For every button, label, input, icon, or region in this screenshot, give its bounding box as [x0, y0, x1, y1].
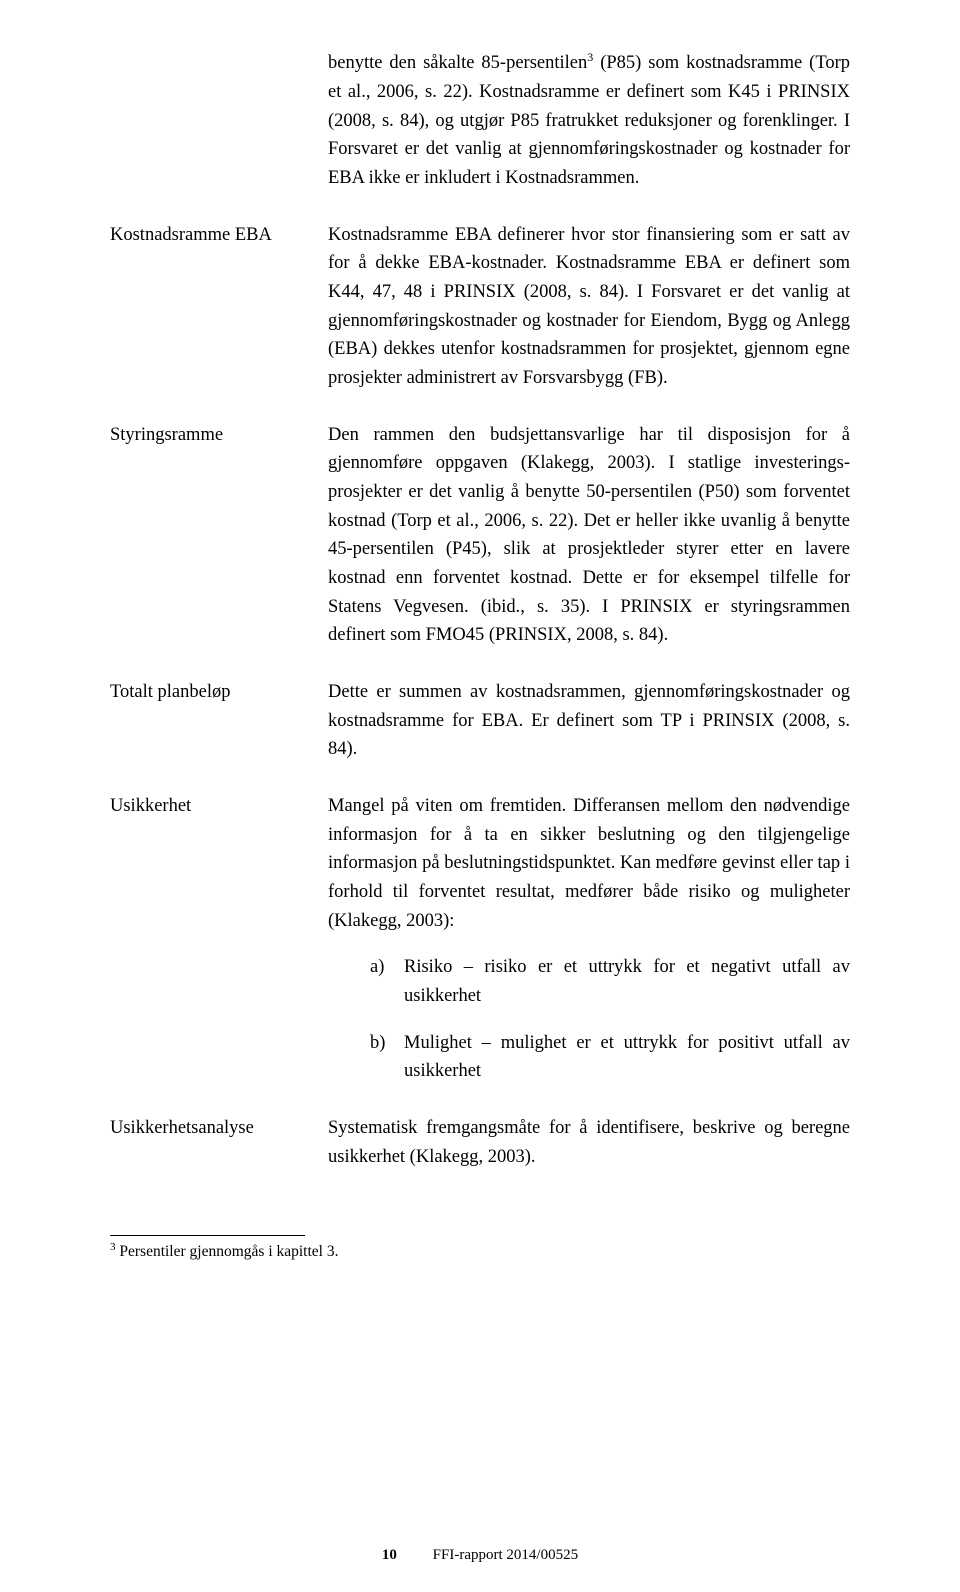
intro-post: (P85) som kostnadsramme (Torp et al., 20…: [328, 53, 850, 188]
sublist-item-a: a) Risiko – risiko er et uttrykk for et …: [370, 953, 850, 1010]
def-usikkerhet: Mangel på viten om fremtiden. Differanse…: [328, 792, 850, 1086]
page-footer: 10 FFI-rapport 2014/00525: [0, 1547, 960, 1564]
entry-usikkerhetsanalyse: Usikkerhetsanalyse Systematisk fremgangs…: [110, 1114, 850, 1171]
def-styringsramme: Den rammen den budsjettansvarlige har ti…: [328, 421, 850, 650]
term-usikkerhet: Usikkerhet: [110, 792, 328, 821]
sublist-text-a: Risiko – risiko er et uttrykk for et neg…: [404, 953, 850, 1010]
footnote-separator: [110, 1235, 305, 1236]
term-styringsramme: Styringsramme: [110, 421, 328, 450]
page-number: 10: [382, 1547, 397, 1564]
entry-kostnadsramme-eba: Kostnadsramme EBA Kostnadsramme EBA defi…: [110, 221, 850, 393]
page: benytte den såkalte 85-persentilen3 (P85…: [0, 0, 960, 1592]
entry-intro-def: benytte den såkalte 85-persentilen3 (P85…: [328, 48, 850, 193]
entry-styringsramme: Styringsramme Den rammen den budsjettans…: [110, 421, 850, 650]
intro-pre: benytte den såkalte 85-persentilen: [328, 53, 587, 73]
def-kostnadsramme-eba: Kostnadsramme EBA definerer hvor stor fi…: [328, 221, 850, 393]
footnote: 3 Persentiler gjennomgås i kapittel 3.: [110, 1240, 850, 1263]
term-kostnadsramme-eba: Kostnadsramme EBA: [110, 221, 328, 250]
footnote-text: Persentiler gjennomgås i kapittel 3.: [116, 1243, 339, 1260]
sublist-item-b: b) Mulighet – mulighet er et uttrykk for…: [370, 1029, 850, 1086]
def-usikkerhetsanalyse: Systematisk fremgangsmåte for å identifi…: [328, 1114, 850, 1171]
term-usikkerhetsanalyse: Usikkerhetsanalyse: [110, 1114, 328, 1143]
entry-usikkerhet: Usikkerhet Mangel på viten om fremtiden.…: [110, 792, 850, 1086]
def-totalt-planbelop: Dette er summen av kostnadsrammen, gjenn…: [328, 678, 850, 764]
usikkerhet-sublist: a) Risiko – risiko er et uttrykk for et …: [328, 953, 850, 1086]
sublist-label-a: a): [370, 953, 404, 1010]
sublist-label-b: b): [370, 1029, 404, 1086]
entry-intro: benytte den såkalte 85-persentilen3 (P85…: [110, 48, 850, 193]
def-usikkerhet-text: Mangel på viten om fremtiden. Differanse…: [328, 796, 850, 931]
sublist-text-b: Mulighet – mulighet er et uttrykk for po…: [404, 1029, 850, 1086]
term-totalt-planbelop: Totalt planbeløp: [110, 678, 328, 707]
entry-totalt-planbelop: Totalt planbeløp Dette er summen av kost…: [110, 678, 850, 764]
report-ref: FFI-rapport 2014/00525: [433, 1547, 578, 1564]
